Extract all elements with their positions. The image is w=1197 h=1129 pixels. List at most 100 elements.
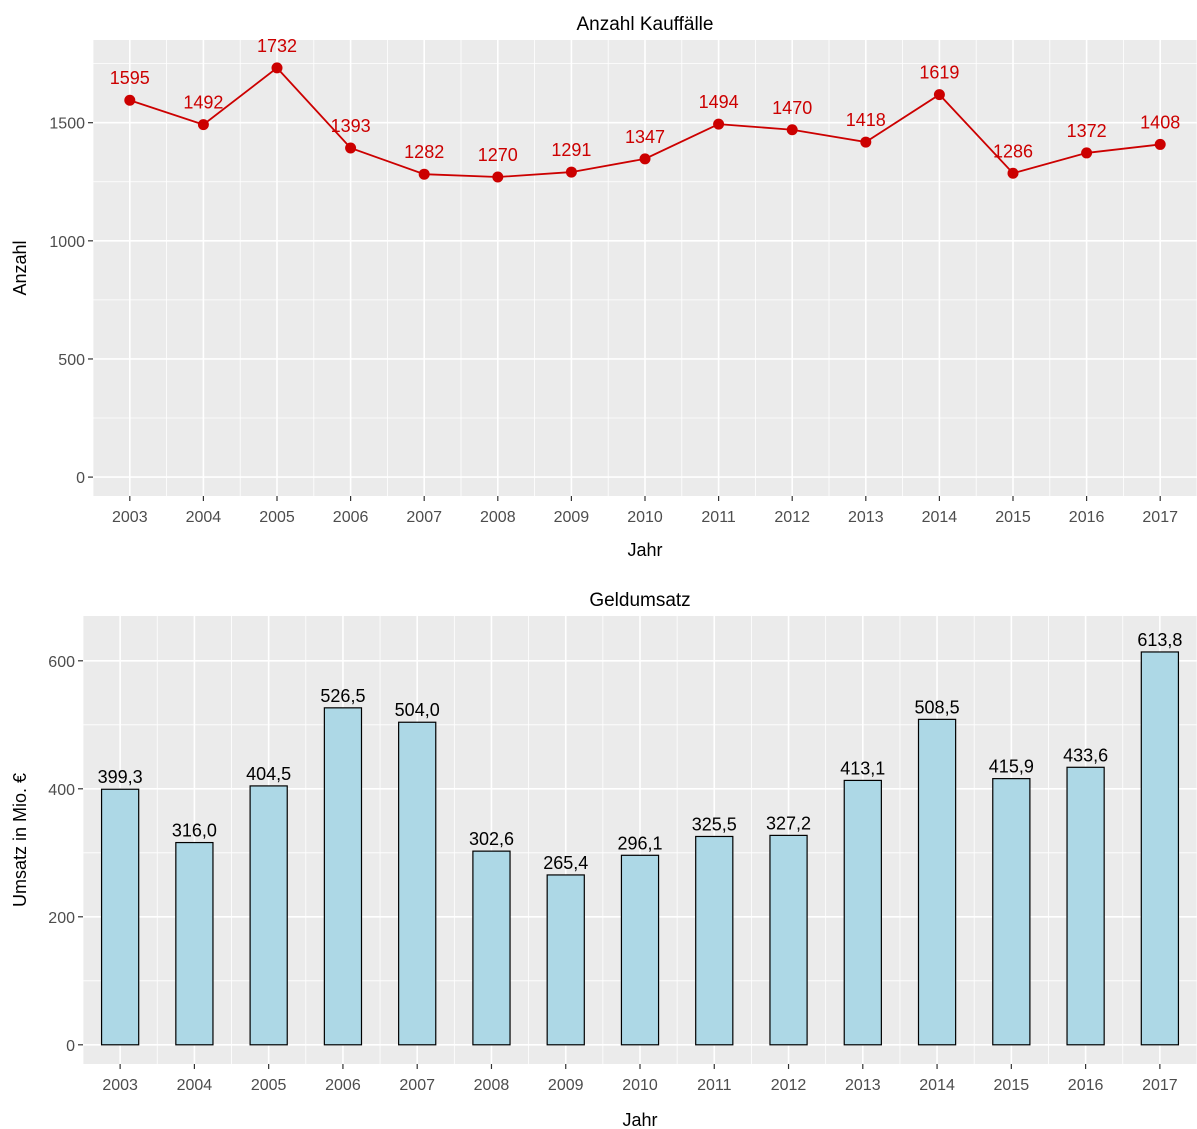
data-point xyxy=(197,119,209,131)
data-point xyxy=(786,124,798,136)
data-label: 265,4 xyxy=(543,853,588,873)
bar xyxy=(1140,651,1180,1046)
x-tick-label: 2010 xyxy=(627,509,663,526)
data-label: 1291 xyxy=(551,140,591,160)
bar xyxy=(843,779,882,1046)
x-axis-title: Jahr xyxy=(622,1110,657,1129)
grid-lines xyxy=(92,40,1197,496)
data-label: 433,6 xyxy=(1063,745,1108,765)
y-tick-label: 600 xyxy=(48,654,75,671)
data-label: 1619 xyxy=(919,63,959,83)
x-tick-label: 2013 xyxy=(845,1077,881,1094)
data-label: 613,8 xyxy=(1137,630,1182,650)
bar xyxy=(323,707,363,1046)
data-label: 1286 xyxy=(993,141,1033,161)
data-label: 1282 xyxy=(404,142,444,162)
x-tick-label: 2015 xyxy=(994,1077,1030,1094)
x-tick-label: 2014 xyxy=(919,1077,955,1094)
data-label: 302,6 xyxy=(469,829,514,849)
data-label: 1418 xyxy=(846,110,886,130)
bar xyxy=(249,785,288,1046)
bar xyxy=(769,834,808,1046)
data-label: 1270 xyxy=(478,145,518,165)
data-point xyxy=(418,168,430,180)
x-tick-label: 2011 xyxy=(701,509,736,526)
bar xyxy=(398,721,437,1046)
data-label: 1595 xyxy=(110,68,150,88)
data-point xyxy=(933,89,945,101)
x-tick-label: 2005 xyxy=(259,509,295,526)
x-tick-label: 2012 xyxy=(774,509,810,526)
data-label: 399,3 xyxy=(98,767,143,787)
bar xyxy=(1066,766,1105,1046)
x-tick-label: 2012 xyxy=(771,1077,807,1094)
y-tick-label: 0 xyxy=(66,1038,75,1055)
x-tick-label: 2010 xyxy=(622,1077,658,1094)
bar xyxy=(992,778,1031,1046)
data-label: 296,1 xyxy=(617,833,662,853)
x-tick-label: 2003 xyxy=(102,1077,138,1094)
x-tick-label: 2017 xyxy=(1142,509,1178,526)
y-axis-title: Umsatz in Mio. € xyxy=(10,773,30,907)
data-label: 526,5 xyxy=(320,686,365,706)
data-point xyxy=(639,153,651,165)
x-tick-label: 2005 xyxy=(251,1077,287,1094)
data-point xyxy=(713,118,725,130)
x-tick-label: 2015 xyxy=(995,509,1031,526)
x-tick-label: 2008 xyxy=(474,1077,510,1094)
data-point xyxy=(860,136,872,148)
data-point xyxy=(1081,147,1093,159)
data-point xyxy=(124,94,136,106)
bar xyxy=(472,850,511,1046)
data-label: 1492 xyxy=(183,93,223,113)
x-tick-label: 2011 xyxy=(697,1077,732,1094)
y-axis-title: Anzahl xyxy=(10,240,30,295)
x-tick-label: 2009 xyxy=(548,1077,584,1094)
x-tick-label: 2017 xyxy=(1142,1077,1178,1094)
data-label: 1408 xyxy=(1140,112,1180,132)
y-tick-label: 200 xyxy=(48,910,75,927)
y-tick-label: 1500 xyxy=(49,116,85,133)
x-tick-label: 2008 xyxy=(480,509,516,526)
x-tick-label: 2004 xyxy=(177,1077,213,1094)
x-tick-label: 2009 xyxy=(554,509,590,526)
chart-title: Geldumsatz xyxy=(589,590,690,611)
x-tick-label: 2016 xyxy=(1069,509,1105,526)
chart-title: Anzahl Kauffälle xyxy=(577,14,714,35)
bar xyxy=(100,788,140,1046)
bar xyxy=(620,854,660,1046)
bar xyxy=(546,874,585,1046)
data-point xyxy=(492,171,504,183)
x-tick-label: 2007 xyxy=(406,509,442,526)
x-tick-label: 2004 xyxy=(186,509,222,526)
data-point xyxy=(345,142,357,154)
bar xyxy=(695,835,734,1046)
line-chart-kauffaelle: 1595 1492 1732 1393 1282 1270 1291 1347 1494 1470… xyxy=(10,14,1197,560)
x-tick-label: 2006 xyxy=(325,1077,361,1094)
axes: 0 500 1000 1500 2003 2004 2005 2006 2007 2008 2009… xyxy=(49,116,1178,526)
data-point xyxy=(1007,167,1019,179)
data-label: 1393 xyxy=(331,116,371,136)
data-label: 404,5 xyxy=(246,764,291,784)
data-point xyxy=(565,166,577,178)
series-marks: 1595 1492 1732 1393 1282 1270 1291 1347 1494 1470… xyxy=(110,36,1180,183)
data-point xyxy=(1154,138,1166,150)
axes: 0 200 400 600 2003 2004 2005 2006 2007 2008 2009 20… xyxy=(48,654,1177,1094)
data-label: 1732 xyxy=(257,36,297,56)
series-marks: 399,3 316,0 404,5 526,5 504,0 302,6 265,4 296,1… xyxy=(98,630,1182,1046)
data-label: 504,0 xyxy=(395,700,440,720)
x-tick-label: 2013 xyxy=(848,509,884,526)
data-label: 325,5 xyxy=(692,814,737,834)
data-label: 1372 xyxy=(1067,121,1107,141)
data-label: 415,9 xyxy=(989,757,1034,777)
y-tick-label: 400 xyxy=(48,782,75,799)
data-label: 316,0 xyxy=(172,821,217,841)
bar xyxy=(175,841,214,1046)
x-tick-label: 2003 xyxy=(112,509,148,526)
data-point xyxy=(271,62,283,74)
y-tick-label: 1000 xyxy=(49,234,85,251)
data-label: 1494 xyxy=(699,92,739,112)
x-tick-label: 2014 xyxy=(922,509,958,526)
x-tick-label: 2006 xyxy=(333,509,369,526)
x-axis-title: Jahr xyxy=(627,540,662,560)
